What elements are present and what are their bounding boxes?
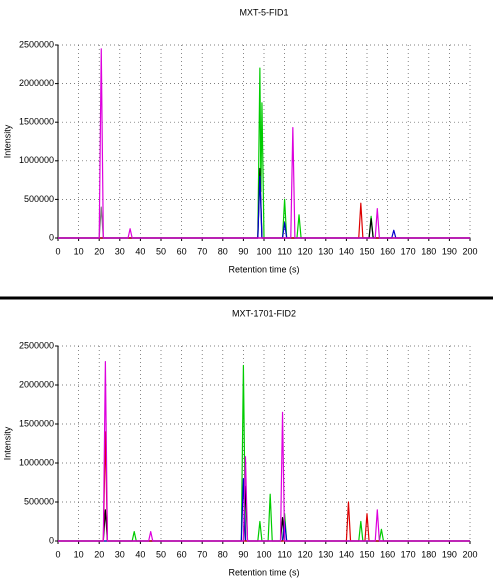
x-tick-label: 10 <box>74 246 84 256</box>
x-tick-label: 0 <box>55 549 60 559</box>
x-tick-label: 10 <box>74 549 84 559</box>
trace <box>58 361 470 542</box>
chart-title: MXT-1701-FID2 <box>232 308 296 318</box>
x-tick-label: 160 <box>380 549 395 559</box>
x-tick-label: 90 <box>238 549 248 559</box>
trace <box>58 175 470 239</box>
x-tick-label: 130 <box>318 246 333 256</box>
x-axis-label: Retention time (s) <box>228 567 299 577</box>
y-tick-label: 2500000 <box>19 39 54 49</box>
y-tick-label: 1000000 <box>19 155 54 165</box>
x-tick-label: 20 <box>94 246 104 256</box>
x-axis-label: Retention time (s) <box>228 264 299 274</box>
x-tick-label: 100 <box>256 549 271 559</box>
x-tick-label: 110 <box>277 246 291 256</box>
x-tick-label: 50 <box>156 246 166 256</box>
x-tick-label: 170 <box>401 549 416 559</box>
x-tick-label: 200 <box>462 246 477 256</box>
chart-title: MXT-5-FID1 <box>239 7 288 17</box>
trace <box>58 485 470 542</box>
x-tick-label: 190 <box>442 549 457 559</box>
x-tick-label: 30 <box>115 246 125 256</box>
x-tick-label: 80 <box>218 246 228 256</box>
x-tick-label: 140 <box>339 246 354 256</box>
x-tick-label: 130 <box>318 549 333 559</box>
x-tick-label: 40 <box>135 549 145 559</box>
x-tick-label: 90 <box>238 246 248 256</box>
y-tick-label: 500000 <box>24 194 54 204</box>
y-tick-label: 1500000 <box>19 418 54 428</box>
x-tick-label: 70 <box>197 549 207 559</box>
x-tick-label: 0 <box>55 246 60 256</box>
x-tick-label: 110 <box>277 549 291 559</box>
x-tick-label: 60 <box>177 549 187 559</box>
y-tick-label: 2000000 <box>19 379 54 389</box>
x-tick-label: 40 <box>135 246 145 256</box>
x-tick-label: 30 <box>115 549 125 559</box>
trace <box>58 478 470 542</box>
x-tick-label: 150 <box>359 246 374 256</box>
trace <box>58 48 470 239</box>
y-tick-label: 2500000 <box>19 340 54 350</box>
x-tick-label: 60 <box>177 246 187 256</box>
x-tick-label: 70 <box>197 246 207 256</box>
y-tick-label: 1500000 <box>19 117 54 127</box>
x-tick-label: 160 <box>380 246 395 256</box>
x-tick-label: 100 <box>256 246 271 256</box>
y-tick-label: 0 <box>49 232 54 242</box>
y-tick-label: 2000000 <box>19 78 54 88</box>
y-tick-label: 0 <box>49 535 54 545</box>
x-tick-label: 120 <box>298 246 313 256</box>
x-tick-label: 20 <box>94 549 104 559</box>
x-tick-label: 190 <box>442 246 457 256</box>
x-tick-label: 80 <box>218 549 228 559</box>
y-axis-label: Intensity <box>2 124 12 158</box>
y-axis-label: Intensity <box>2 426 12 460</box>
y-tick-label: 500000 <box>24 496 54 506</box>
y-tick-label: 1000000 <box>19 457 54 467</box>
x-tick-label: 150 <box>359 549 374 559</box>
x-tick-label: 180 <box>421 246 436 256</box>
x-tick-label: 140 <box>339 549 354 559</box>
x-tick-label: 180 <box>421 549 436 559</box>
x-tick-label: 50 <box>156 549 166 559</box>
x-tick-label: 200 <box>462 549 477 559</box>
x-tick-label: 170 <box>401 246 416 256</box>
x-tick-label: 120 <box>298 549 313 559</box>
